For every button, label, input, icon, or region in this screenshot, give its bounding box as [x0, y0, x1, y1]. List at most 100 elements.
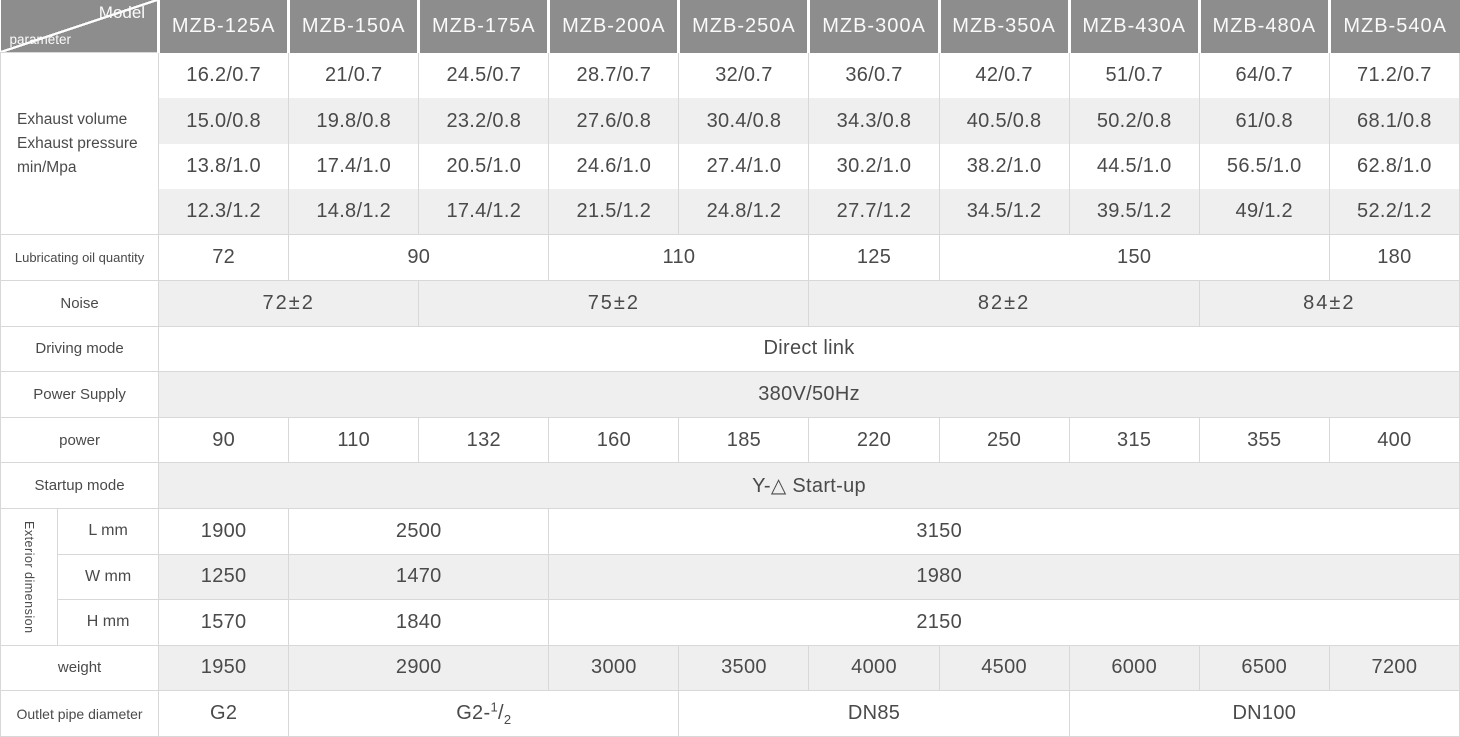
- noise-cell: 82±2: [808, 280, 1200, 327]
- power-cell: 355: [1198, 416, 1330, 464]
- exhaust-cell: 68.1/0.8: [1328, 98, 1460, 144]
- exhaust-row-1.0: 13.8/1.0 17.4/1.0 20.5/1.0 24.6/1.0 27.4…: [1, 143, 1460, 190]
- power-cell: 400: [1328, 416, 1460, 464]
- model-header: MZB-250A: [678, 0, 811, 53]
- fraction-numerator: 1: [490, 699, 498, 715]
- exterior-l-row: Exterior dimension L mm 1900 2500 3150: [0, 507, 1460, 646]
- power-cell: 160: [548, 416, 680, 464]
- power-label: power: [0, 416, 160, 464]
- exhaust-cell: 32/0.7: [678, 52, 810, 99]
- power-row: power 90 110 132 160 185 220 250 315 355…: [0, 416, 1460, 464]
- weight-cell: 2900: [288, 644, 550, 692]
- driving-mode-row: Driving mode Direct link: [0, 325, 1460, 373]
- exterior-cell: 2500: [288, 507, 550, 555]
- exhaust-cell: 17.4/1.2: [418, 189, 550, 235]
- exhaust-cell: 24.6/1.0: [548, 143, 680, 190]
- lubricating-oil-cell: 72: [158, 234, 290, 282]
- corner-model-label: Model: [98, 3, 146, 22]
- exhaust-cell: 62.8/1.0: [1328, 143, 1460, 190]
- model-header: MZB-480A: [1199, 0, 1331, 53]
- exhaust-cell: 56.5/1.0: [1198, 143, 1330, 190]
- exhaust-cell: 15.0/0.8: [158, 98, 290, 144]
- weight-cell: 4000: [808, 644, 940, 692]
- power-cell: 185: [678, 416, 810, 464]
- exterior-cell: 1900: [158, 507, 290, 555]
- power-cell: 315: [1068, 416, 1200, 464]
- header-row: Model parameter MZB-125A MZB-150A MZB-17…: [0, 0, 1460, 53]
- exhaust-cell: 49/1.2: [1198, 189, 1330, 235]
- exhaust-cell: 64/0.7: [1198, 52, 1330, 99]
- exhaust-cell: 38.2/1.0: [938, 143, 1070, 190]
- exhaust-cell: 16.2/0.7: [158, 52, 290, 99]
- exhaust-row-0.7: Exhaust volume Exhaust pressure min/Mpa …: [0, 52, 1460, 236]
- model-header: MZB-540A: [1329, 0, 1460, 53]
- exhaust-cell: 19.8/0.8: [288, 98, 420, 144]
- exhaust-row-0.8: 15.0/0.8 19.8/0.8 23.2/0.8 27.6/0.8 30.4…: [1, 98, 1460, 144]
- exterior-sub-label: L mm: [57, 507, 160, 555]
- model-header: MZB-175A: [418, 0, 551, 53]
- power-cell: 132: [418, 416, 550, 464]
- power-supply-cell: 380V/50Hz: [158, 371, 1460, 418]
- weight-cell: 7200: [1328, 644, 1460, 692]
- model-header: MZB-125A: [158, 0, 291, 53]
- exhaust-row-1.2: 12.3/1.2 14.8/1.2 17.4/1.2 21.5/1.2 24.8…: [1, 189, 1460, 235]
- power-supply-label: Power Supply: [0, 371, 160, 418]
- exhaust-cell: 34.5/1.2: [938, 189, 1070, 235]
- weight-cell: 4500: [938, 644, 1070, 692]
- model-header: MZB-150A: [288, 0, 421, 53]
- exhaust-cell: 21/0.7: [288, 52, 420, 99]
- outlet-pipe-cell: G2: [158, 690, 290, 737]
- exhaust-cell: 52.2/1.2: [1328, 189, 1460, 235]
- exhaust-cell: 39.5/1.2: [1068, 189, 1200, 235]
- exhaust-cell: 44.5/1.0: [1068, 143, 1200, 190]
- exhaust-cell: 36/0.7: [808, 52, 940, 99]
- exhaust-cell: 27.4/1.0: [678, 143, 810, 190]
- exhaust-cell: 27.6/0.8: [548, 98, 680, 144]
- noise-cell: 75±2: [418, 280, 810, 327]
- outlet-pipe-cell: DN85: [678, 690, 1070, 737]
- outlet-pipe-row: Outlet pipe diameter G2 G2-1/2 DN85 DN10…: [0, 690, 1460, 737]
- exhaust-cell: 27.7/1.2: [808, 189, 940, 235]
- exhaust-cell: 21.5/1.2: [548, 189, 680, 235]
- power-supply-row: Power Supply 380V/50Hz: [0, 371, 1460, 418]
- lubricating-oil-cell: 180: [1328, 234, 1460, 282]
- exhaust-cell: 61/0.8: [1198, 98, 1330, 144]
- weight-label: weight: [0, 644, 160, 692]
- lubricating-oil-cell: 150: [938, 234, 1330, 282]
- exterior-sub-label: H mm: [57, 599, 160, 646]
- lubricating-oil-row: Lubricating oil quantity 72 90 110 125 1…: [0, 234, 1460, 282]
- exhaust-cell: 28.7/0.7: [548, 52, 680, 99]
- exhaust-cell: 14.8/1.2: [288, 189, 420, 235]
- noise-cell: 72±2: [158, 280, 420, 327]
- weight-cell: 3500: [678, 644, 810, 692]
- driving-mode-cell: Direct link: [158, 325, 1460, 373]
- power-cell: 90: [158, 416, 290, 464]
- noise-cell: 84±2: [1198, 280, 1460, 327]
- noise-row: Noise 72±2 75±2 82±2 84±2: [0, 280, 1460, 327]
- exhaust-cell: 42/0.7: [938, 52, 1070, 99]
- fraction-slash: /: [497, 702, 504, 725]
- exhaust-cell: 13.8/1.0: [158, 143, 290, 190]
- lubricating-oil-label: Lubricating oil quantity: [0, 234, 160, 282]
- exterior-cell: 3150: [548, 507, 1460, 555]
- model-header: MZB-200A: [548, 0, 681, 53]
- exhaust-cell: 20.5/1.0: [418, 143, 550, 190]
- startup-mode-label: Startup mode: [0, 462, 160, 509]
- noise-label: Noise: [0, 280, 160, 327]
- corner-cell: Model parameter: [0, 0, 161, 53]
- exterior-cell: 1570: [158, 599, 290, 646]
- exhaust-cell: 12.3/1.2: [158, 189, 290, 235]
- outlet-pipe-label: Outlet pipe diameter: [0, 690, 160, 737]
- weight-cell: 6500: [1198, 644, 1330, 692]
- exhaust-cell: 50.2/0.8: [1068, 98, 1200, 144]
- weight-cell: 6000: [1068, 644, 1200, 692]
- exterior-cell: 1470: [288, 553, 550, 601]
- exhaust-cell: 17.4/1.0: [288, 143, 420, 190]
- exterior-sub-label: W mm: [57, 553, 160, 601]
- exterior-cell: 1840: [288, 599, 550, 646]
- exhaust-cell: 51/0.7: [1068, 52, 1200, 99]
- exhaust-cell: 71.2/0.7: [1328, 52, 1460, 99]
- fraction-denominator: 2: [503, 712, 512, 728]
- exterior-h-row: H mm 1570 1840 2150: [1, 599, 1460, 646]
- exhaust-cell: 30.4/0.8: [678, 98, 810, 144]
